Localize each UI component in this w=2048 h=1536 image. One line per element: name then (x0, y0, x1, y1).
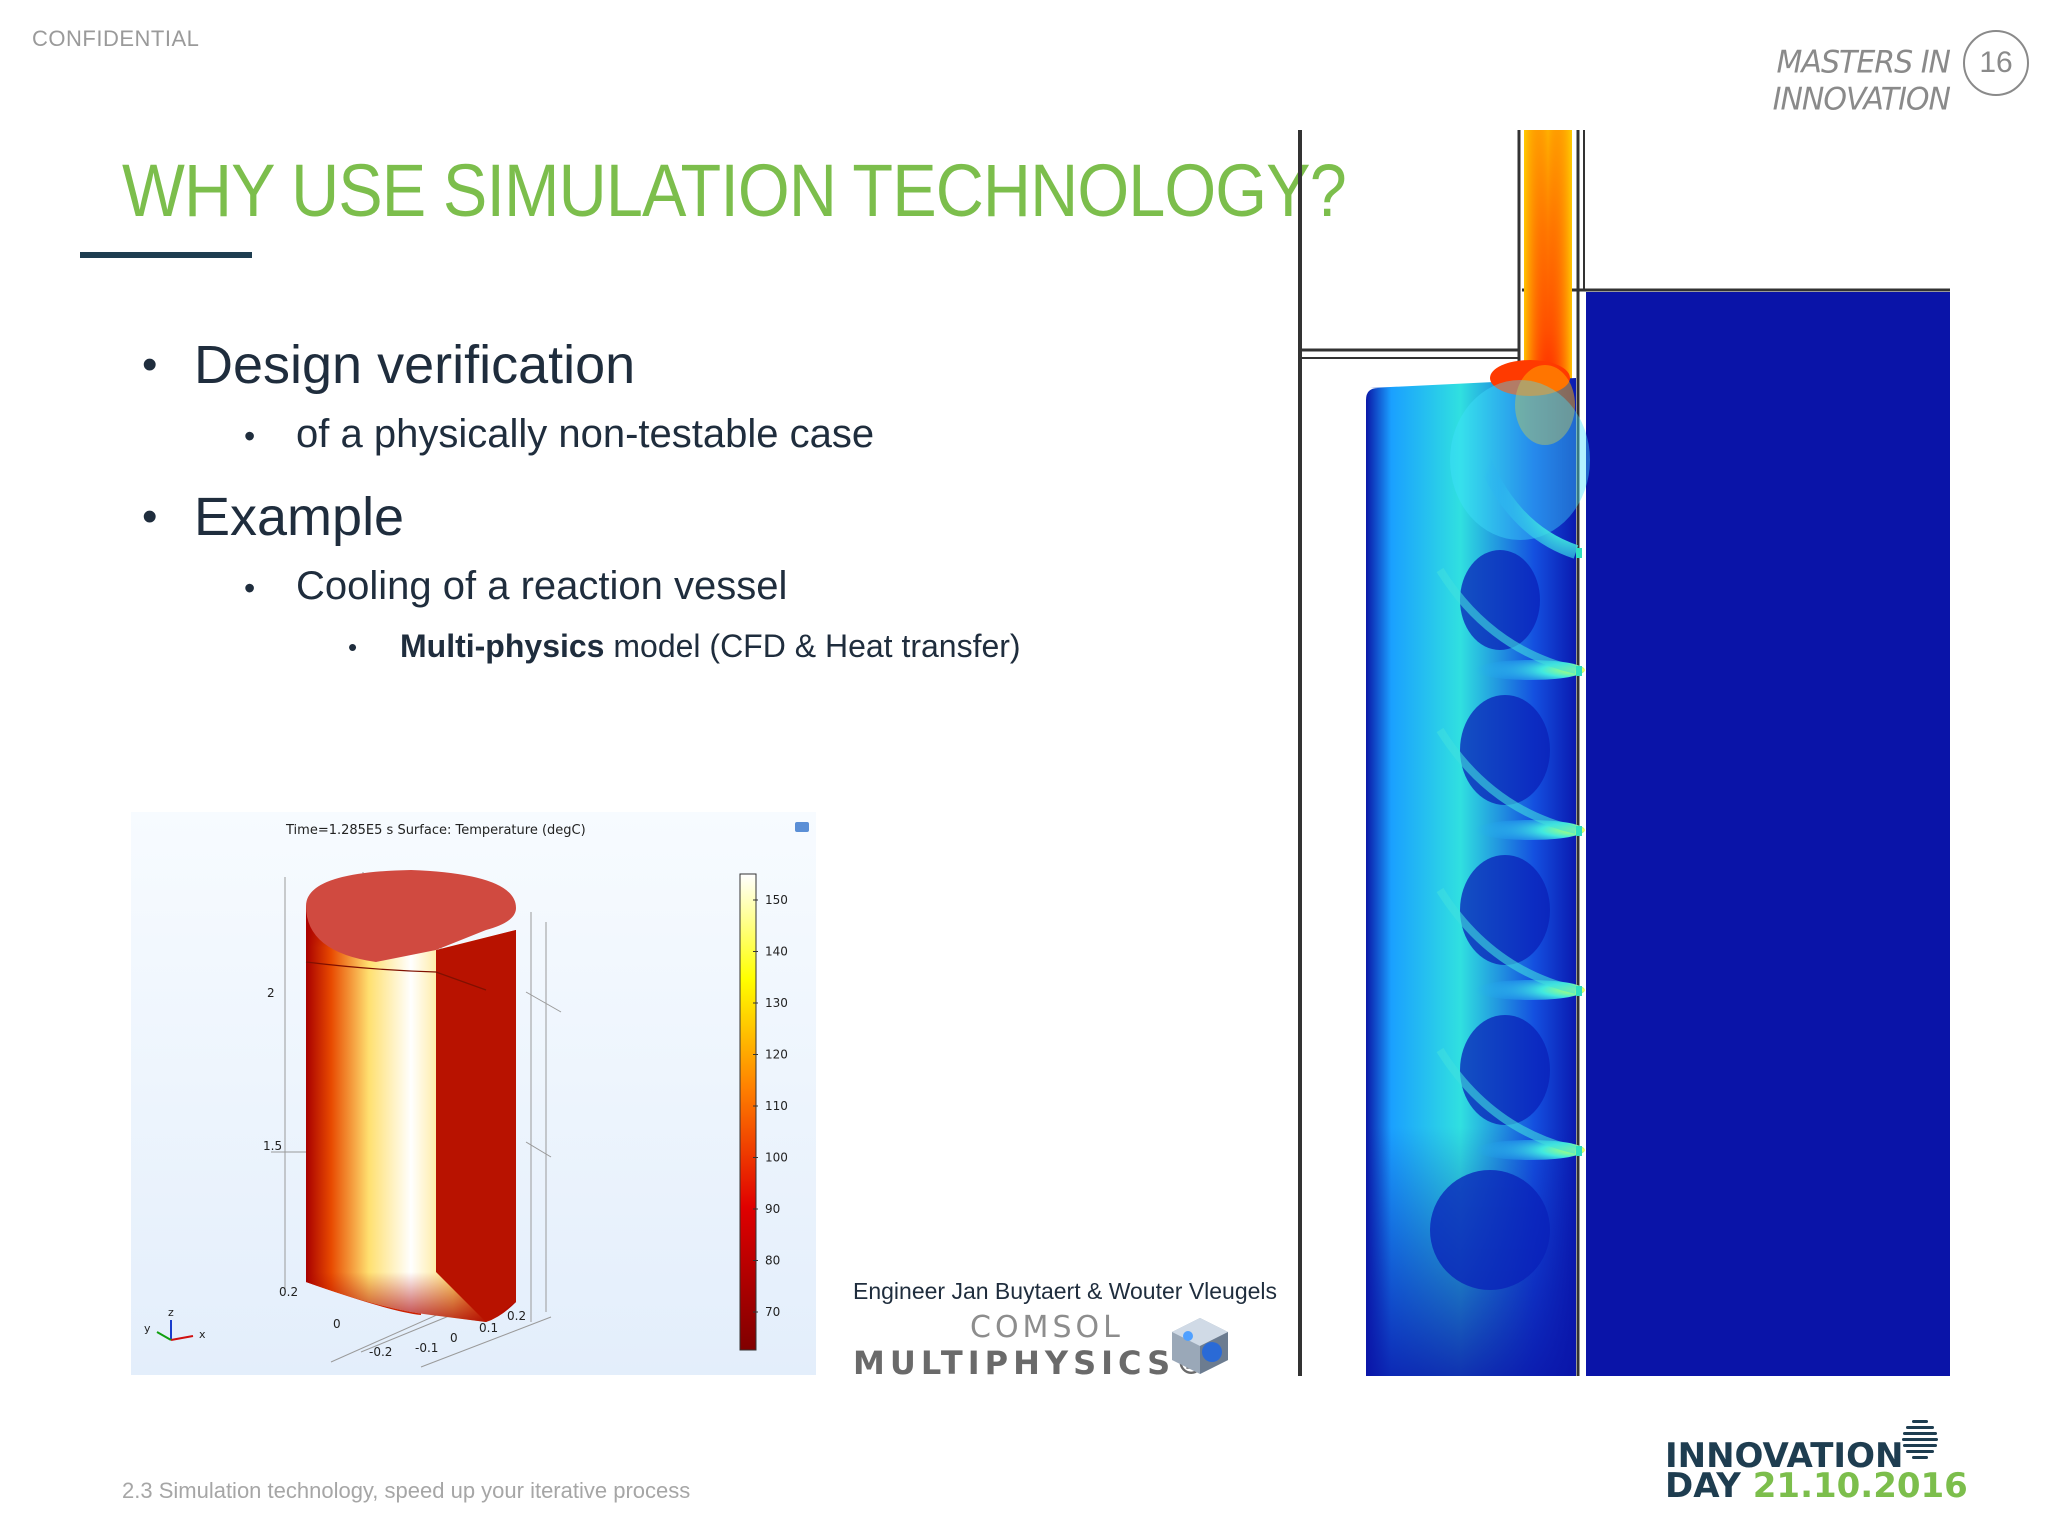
engineer-credit: Engineer Jan Buytaert & Wouter Vleugels (853, 1278, 1278, 1304)
x-tick: -0.1 (415, 1341, 438, 1355)
sub-bullet-cooling: Cooling of a reaction vessel (296, 564, 788, 608)
x-tick: -0.2 (369, 1345, 392, 1359)
bullet-dot: • (142, 340, 158, 389)
z-tick: 1.5 (263, 1139, 282, 1153)
bullet-example: Example (194, 487, 405, 547)
colorbar-tick-label: 70 (765, 1305, 780, 1319)
plot-header: Time=1.285E5 s Surface: Temperature (deg… (285, 823, 586, 838)
colorbar-tick-label: 130 (765, 996, 788, 1010)
slide-title: WHY USE SIMULATION TECHNOLOGY? (122, 149, 1347, 232)
multiphysics-rest: model (CFD & Heat transfer) (604, 628, 1021, 664)
axis-triad-icon: z y x (144, 1306, 206, 1341)
cfd-simulation-image (1290, 130, 1950, 1376)
x-tick: 0 (450, 1331, 458, 1345)
svg-text:x: x (199, 1328, 206, 1341)
colorbar-tick-label: 80 (765, 1254, 780, 1268)
sub-bullet-non-testable: of a physically non-testable case (296, 412, 875, 456)
x-tick: 0 (333, 1317, 341, 1331)
svg-text:y: y (144, 1322, 151, 1335)
multiphysics-bold: Multi-physics (400, 628, 605, 664)
sub-sub-bullet-multiphysics: Multi-physics model (CFD & Heat transfer… (400, 628, 1021, 665)
colorbar-tick-label: 100 (765, 1151, 788, 1165)
inflow-jets (1436, 447, 1585, 1160)
colorbar-tick-label: 110 (765, 1099, 788, 1113)
innovation-day-logo-line1: INNOVATION (1665, 1436, 1904, 1476)
z-tick: 2 (267, 986, 275, 1000)
bullet-dot: • (348, 632, 358, 662)
temperature-plot: Time=1.285E5 s Surface: Temperature (deg… (131, 812, 816, 1375)
bullet-design-verification: Design verification (194, 335, 636, 395)
comsol-logo-line1: COMSOL (970, 1310, 1124, 1345)
cylinder-top (306, 870, 516, 962)
comsol-logo-line2: MULTIPHYSICS® (853, 1344, 1213, 1382)
bullet-dot: • (142, 492, 158, 541)
innovation-day-logo-line2: DAY 21.10.2016 (1665, 1466, 1968, 1506)
svg-text:z: z (168, 1306, 174, 1319)
page-number: 16 (1963, 30, 2029, 96)
bullet-dot: • (244, 570, 256, 606)
colorbar-tick-label: 150 (765, 893, 788, 907)
title-underline (80, 252, 252, 258)
brand-tagline: MASTERS IN INNOVATION (1772, 44, 1951, 118)
globe-icon (1902, 1420, 1938, 1459)
colorbar-tick-label: 90 (765, 1202, 780, 1216)
footer-caption: 2.3 Simulation technology, speed up your… (122, 1478, 691, 1503)
bullet-dot: • (244, 418, 256, 454)
colorbar (739, 873, 757, 1351)
x-tick: 0.1 (479, 1321, 498, 1335)
colorbar-tick-label: 140 (765, 945, 788, 959)
x-tick: 0.2 (507, 1309, 526, 1323)
comsol-cube-icon (1172, 1318, 1228, 1374)
colorbar-tick-label: 120 (765, 1048, 788, 1062)
confidential-label: CONFIDENTIAL (32, 26, 200, 51)
plot-expand-icon[interactable] (795, 822, 809, 832)
z-tick: 0.2 (279, 1285, 298, 1299)
coolant-domain (1586, 292, 1950, 1376)
